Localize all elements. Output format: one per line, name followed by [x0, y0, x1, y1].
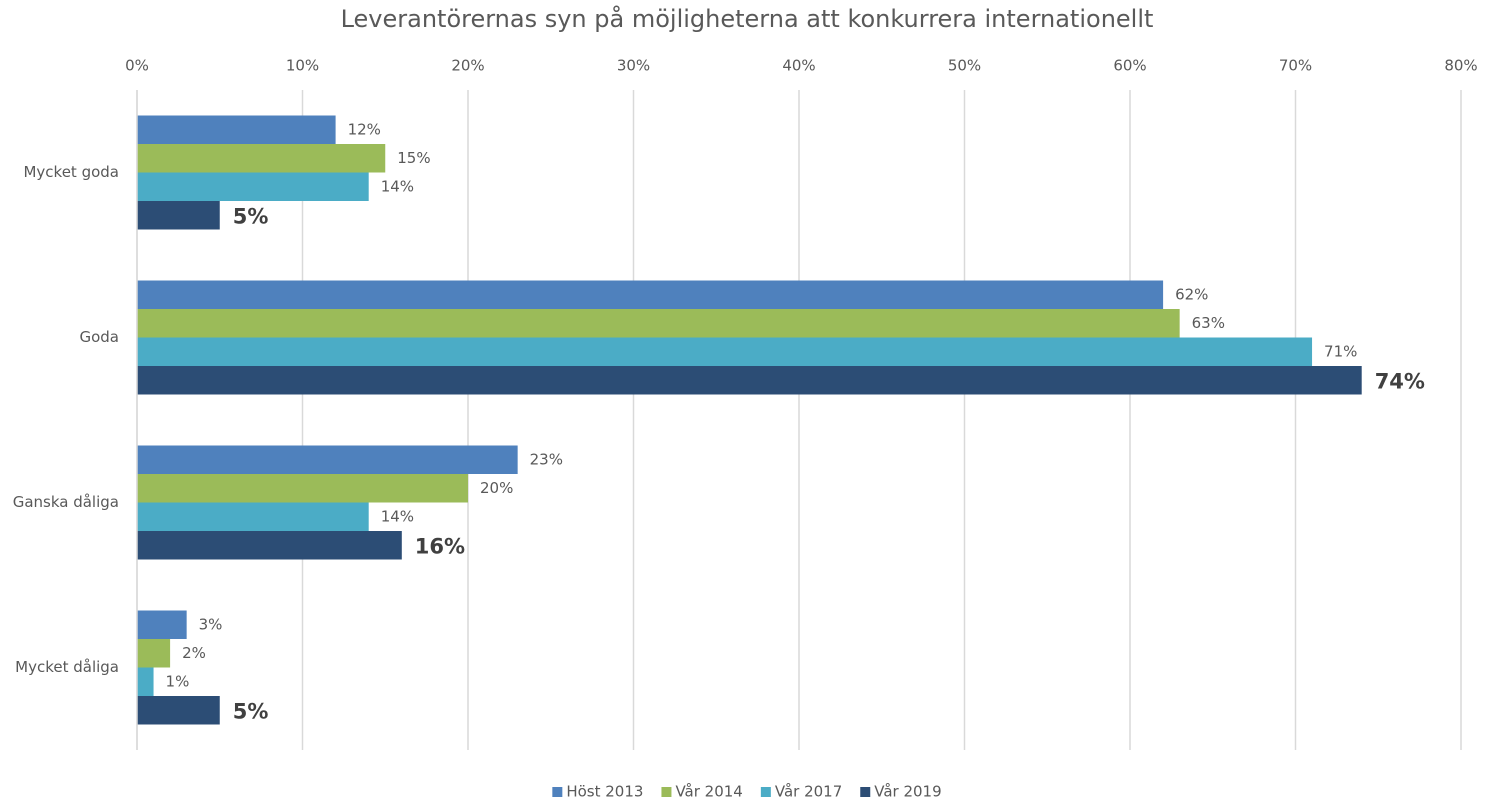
- bar: [137, 445, 518, 474]
- chart-title: Leverantörernas syn på möjligheterna att…: [341, 4, 1154, 33]
- y-tick-label: Goda: [79, 328, 119, 346]
- legend-label: Vår 2014: [675, 783, 742, 801]
- bar: [137, 337, 1313, 366]
- bar: [137, 280, 1164, 309]
- data-label: 12%: [348, 120, 381, 138]
- y-tick-label: Ganska dåliga: [13, 493, 119, 511]
- bar: [137, 502, 369, 531]
- bar: [137, 531, 402, 560]
- data-label: 5%: [233, 699, 269, 723]
- data-label: 5%: [233, 204, 269, 228]
- legend-swatch: [760, 787, 771, 797]
- data-label: 23%: [530, 450, 563, 468]
- data-label: 15%: [397, 149, 430, 167]
- bar: [137, 639, 171, 668]
- data-label: 2%: [182, 644, 206, 662]
- bar: [137, 610, 187, 639]
- legend-item: Höst 2013: [552, 783, 643, 801]
- y-tick-label: Mycket dåliga: [15, 658, 119, 676]
- bar: [137, 474, 468, 503]
- data-label: 14%: [381, 507, 414, 525]
- data-label: 74%: [1375, 369, 1425, 393]
- x-tick-label: 60%: [1113, 57, 1146, 75]
- x-tick-label: 40%: [782, 57, 815, 75]
- data-label: 71%: [1324, 342, 1357, 360]
- legend-label: Vår 2019: [874, 783, 941, 801]
- bar: [137, 201, 220, 230]
- data-label: 14%: [381, 177, 414, 195]
- x-tick-label: 80%: [1444, 57, 1477, 75]
- legend-item: Vår 2017: [760, 783, 842, 801]
- x-tick-label: 50%: [948, 57, 981, 75]
- data-label: 16%: [415, 534, 465, 558]
- legend-swatch: [552, 787, 563, 797]
- data-label: 1%: [166, 672, 190, 690]
- x-tick-label: 30%: [617, 57, 650, 75]
- legend-item: Vår 2014: [661, 783, 743, 801]
- data-label: 62%: [1175, 285, 1208, 303]
- bar: [137, 144, 386, 173]
- bar: [137, 667, 154, 696]
- legend-label: Vår 2017: [775, 783, 842, 801]
- legend-swatch: [661, 787, 672, 797]
- legend-swatch: [860, 787, 871, 797]
- data-label: 20%: [480, 479, 513, 497]
- x-tick-label: 20%: [451, 57, 484, 75]
- bar: [137, 309, 1180, 338]
- bar: [137, 696, 220, 725]
- legend-label: Höst 2013: [566, 783, 643, 801]
- data-label: 63%: [1192, 314, 1225, 332]
- legend-item: Vår 2019: [860, 783, 942, 801]
- data-label: 3%: [199, 615, 223, 633]
- y-tick-label: Mycket goda: [23, 163, 119, 181]
- bar: [137, 366, 1362, 395]
- bar: [137, 115, 336, 144]
- x-tick-label: 10%: [286, 57, 319, 75]
- bar: [137, 172, 369, 201]
- x-tick-label: 0%: [125, 57, 149, 75]
- x-tick-label: 70%: [1279, 57, 1312, 75]
